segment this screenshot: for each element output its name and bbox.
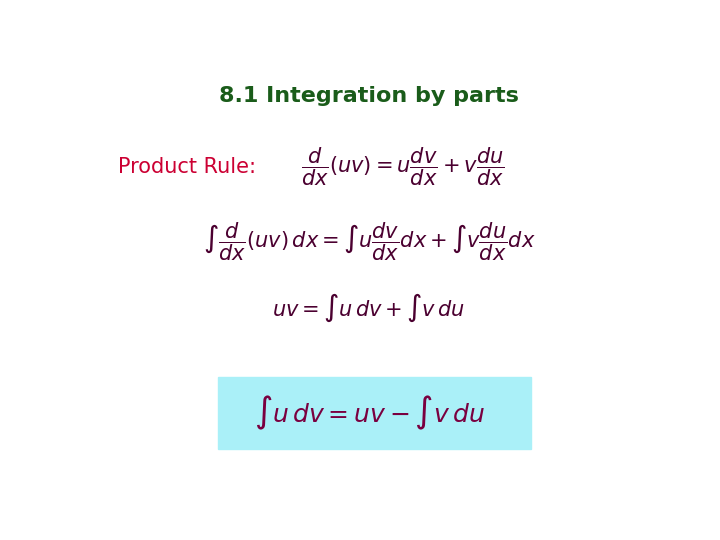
Text: $\int u\,dv=uv-\int v\,du$: $\int u\,dv=uv-\int v\,du$: [253, 394, 485, 433]
Text: Product Rule:: Product Rule:: [118, 157, 256, 177]
Text: $\dfrac{d}{dx}(uv)=u\dfrac{dv}{dx}+v\dfrac{du}{dx}$: $\dfrac{d}{dx}(uv)=u\dfrac{dv}{dx}+v\dfr…: [301, 145, 504, 188]
FancyBboxPatch shape: [218, 377, 531, 449]
Text: $uv=\int u\,dv+\int v\,du$: $uv=\int u\,dv+\int v\,du$: [272, 292, 466, 324]
Text: 8.1 Integration by parts: 8.1 Integration by parts: [219, 86, 519, 106]
Text: $\int\dfrac{d}{dx}(uv)\,dx=\int u\dfrac{dv}{dx}dx+\int v\dfrac{du}{dx}dx$: $\int\dfrac{d}{dx}(uv)\,dx=\int u\dfrac{…: [202, 220, 536, 263]
